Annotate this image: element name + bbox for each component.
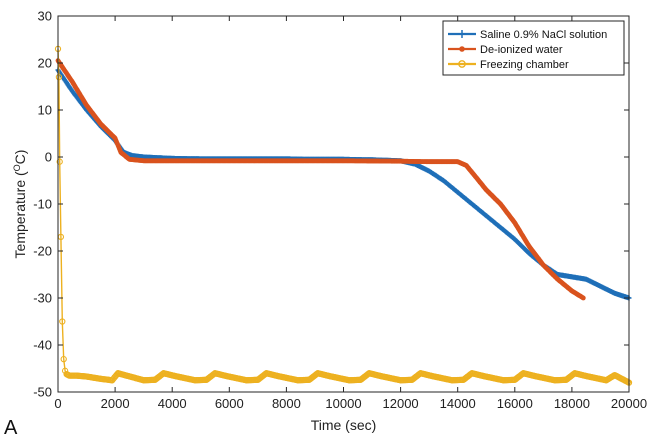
y-tick-label: -50: [33, 385, 52, 400]
point-marker-deionized: [580, 295, 586, 301]
y-axis-label-superscript: O: [12, 164, 22, 171]
tick-layer: 0 2000 4000 6000 8000 10000 12000 14000 16000 180…: [33, 9, 647, 412]
y-tick-label: 20: [38, 56, 52, 71]
x-tick-label: 10000: [325, 396, 361, 411]
point-marker-freezing: [55, 73, 63, 81]
legend: Saline 0.9% NaCl solution De-ionized wat…: [442, 20, 625, 76]
legend-marker-freezing: [458, 60, 466, 68]
x-tick-label: 16000: [497, 396, 533, 411]
point-marker-freezing: [60, 355, 67, 363]
y-axis-label-tail: C): [12, 150, 28, 165]
legend-marker-saline: [458, 30, 466, 38]
y-tick-label: -10: [33, 197, 52, 212]
legend-entry-deionized: De-ionized water: [448, 44, 563, 56]
point-marker-freezing: [59, 318, 66, 325]
y-axis-label-main: Temperature (: [12, 171, 28, 258]
y-tick-label: -30: [33, 291, 52, 306]
y-tick-label: 0: [45, 150, 52, 165]
y-tick-label: 10: [38, 103, 52, 118]
x-tick-label: 20000: [611, 396, 647, 411]
x-tick-label: 8000: [272, 396, 301, 411]
x-tick-label: 6000: [215, 396, 244, 411]
point-marker-freezing: [56, 158, 63, 165]
y-tick-label: 30: [38, 9, 52, 24]
legend-marker-deionized: [459, 46, 465, 52]
x-axis-label: Time (sec): [311, 417, 377, 433]
y-tick-label: -40: [33, 338, 52, 353]
panel-label: A: [4, 417, 18, 437]
legend-label-freezing: Freezing chamber: [480, 59, 569, 71]
x-tick-label: 12000: [383, 396, 419, 411]
legend-label-saline: Saline 0.9% NaCl solution: [480, 29, 607, 41]
series-layer: [54, 45, 633, 386]
x-tick-label: 4000: [158, 396, 187, 411]
x-tick-label: 18000: [554, 396, 590, 411]
y-axis-label: Temperature (OC): [12, 150, 28, 259]
y-tick-label: -20: [33, 244, 52, 259]
x-tick-label: 2000: [101, 396, 130, 411]
x-tick-label: 14000: [440, 396, 476, 411]
legend-entry-saline: Saline 0.9% NaCl solution: [448, 29, 607, 41]
legend-label-deionized: De-ionized water: [480, 44, 563, 56]
legend-entry-freezing: Freezing chamber: [448, 59, 569, 71]
x-tick-label: 0: [54, 396, 61, 411]
plot-area-background: [58, 16, 629, 392]
